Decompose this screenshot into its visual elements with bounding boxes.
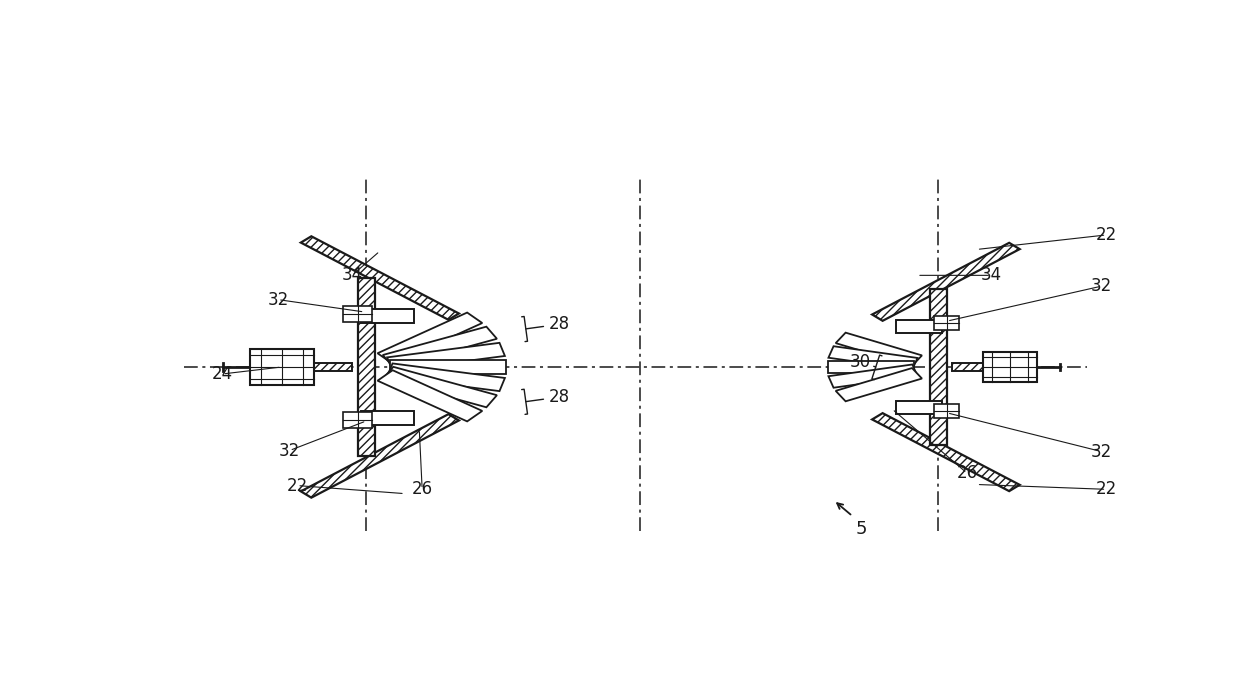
Bar	[383, 367, 497, 407]
Bar	[377, 370, 482, 421]
Text: 34: 34	[341, 266, 362, 284]
Text: 22: 22	[286, 477, 308, 495]
Bar	[377, 313, 482, 364]
Bar	[387, 363, 505, 391]
Bar	[952, 363, 1004, 371]
Bar	[836, 368, 923, 401]
Bar	[383, 327, 497, 367]
Bar	[935, 404, 960, 418]
Bar	[289, 363, 351, 371]
Bar	[872, 243, 1019, 321]
Text: 26: 26	[412, 480, 433, 498]
Bar	[301, 414, 459, 498]
Bar	[361, 411, 414, 425]
Bar	[827, 361, 914, 373]
Text: 24: 24	[212, 365, 233, 383]
Text: 32: 32	[1091, 442, 1112, 461]
Text: 28: 28	[522, 315, 570, 342]
Bar	[828, 346, 918, 370]
Bar	[391, 360, 506, 374]
Bar	[897, 320, 942, 333]
Text: 32: 32	[268, 290, 289, 309]
Text: 32: 32	[1091, 277, 1112, 295]
Text: 28: 28	[522, 388, 570, 414]
Bar	[828, 365, 918, 388]
Text: 26: 26	[956, 464, 977, 482]
Bar	[343, 412, 372, 428]
Bar	[983, 352, 1037, 382]
Bar	[361, 309, 414, 323]
Bar	[387, 343, 505, 370]
Bar	[301, 237, 459, 320]
Text: 22: 22	[1096, 226, 1117, 244]
Bar	[872, 413, 1019, 491]
Bar	[358, 278, 374, 456]
Text: 22: 22	[1096, 480, 1117, 498]
Bar	[836, 332, 923, 366]
Bar	[250, 349, 314, 385]
Text: 5: 5	[856, 519, 867, 538]
Bar	[935, 316, 960, 330]
Text: 32: 32	[279, 442, 300, 459]
Text: 34: 34	[981, 266, 1002, 284]
Bar	[930, 289, 947, 445]
Text: 30: 30	[849, 353, 882, 379]
Bar	[343, 306, 372, 322]
Bar	[897, 401, 942, 414]
